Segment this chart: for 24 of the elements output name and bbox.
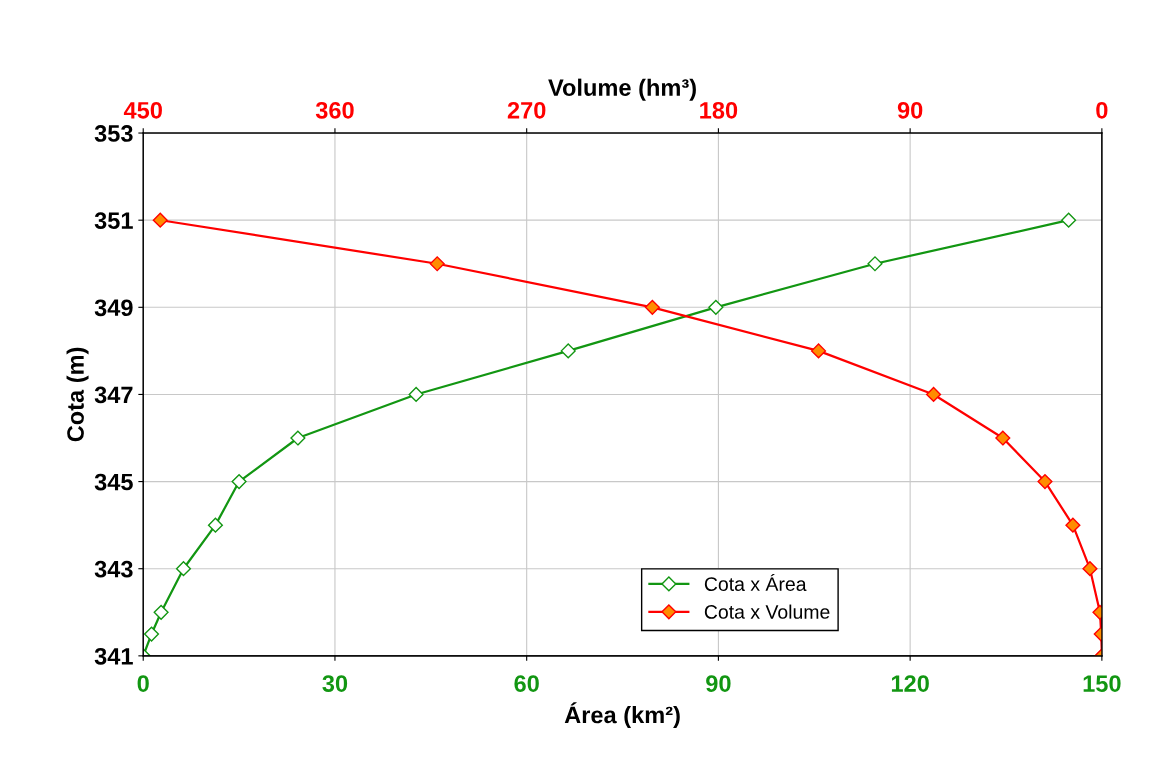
legend-label: Cota x Área — [704, 573, 807, 591]
x2-tick-label: 450 — [123, 101, 162, 119]
x2-tick-label: 180 — [700, 101, 738, 119]
x2-tick-label: 0 — [1096, 101, 1108, 119]
y-tick-label: 347 — [94, 386, 133, 404]
y-tick-label: 341 — [94, 647, 133, 665]
x-tick-label: 120 — [891, 675, 929, 692]
y-axis-title: Cota (m) — [66, 347, 89, 442]
x-tick-label: 90 — [706, 675, 731, 692]
x2-tick-label: 270 — [507, 101, 546, 119]
y-tick-label: 345 — [94, 473, 133, 491]
y-tick-label: 351 — [94, 212, 133, 229]
x-tick-label: 150 — [1083, 675, 1121, 692]
y-tick-label: 353 — [94, 125, 133, 142]
y-tick-label: 349 — [94, 299, 133, 317]
x-axis-title: Área (km²) — [564, 702, 680, 728]
x2-tick-label: 90 — [897, 101, 923, 119]
x-tick-label: 30 — [322, 675, 348, 692]
x-tick-label: 0 — [137, 675, 149, 692]
x-tick-label: 60 — [514, 675, 539, 692]
legend-label: Cota x Volume — [704, 604, 830, 619]
x2-axis-title: Volume (hm³) — [548, 78, 696, 101]
y-tick-label: 343 — [94, 560, 133, 578]
x2-tick-label: 360 — [315, 101, 354, 119]
